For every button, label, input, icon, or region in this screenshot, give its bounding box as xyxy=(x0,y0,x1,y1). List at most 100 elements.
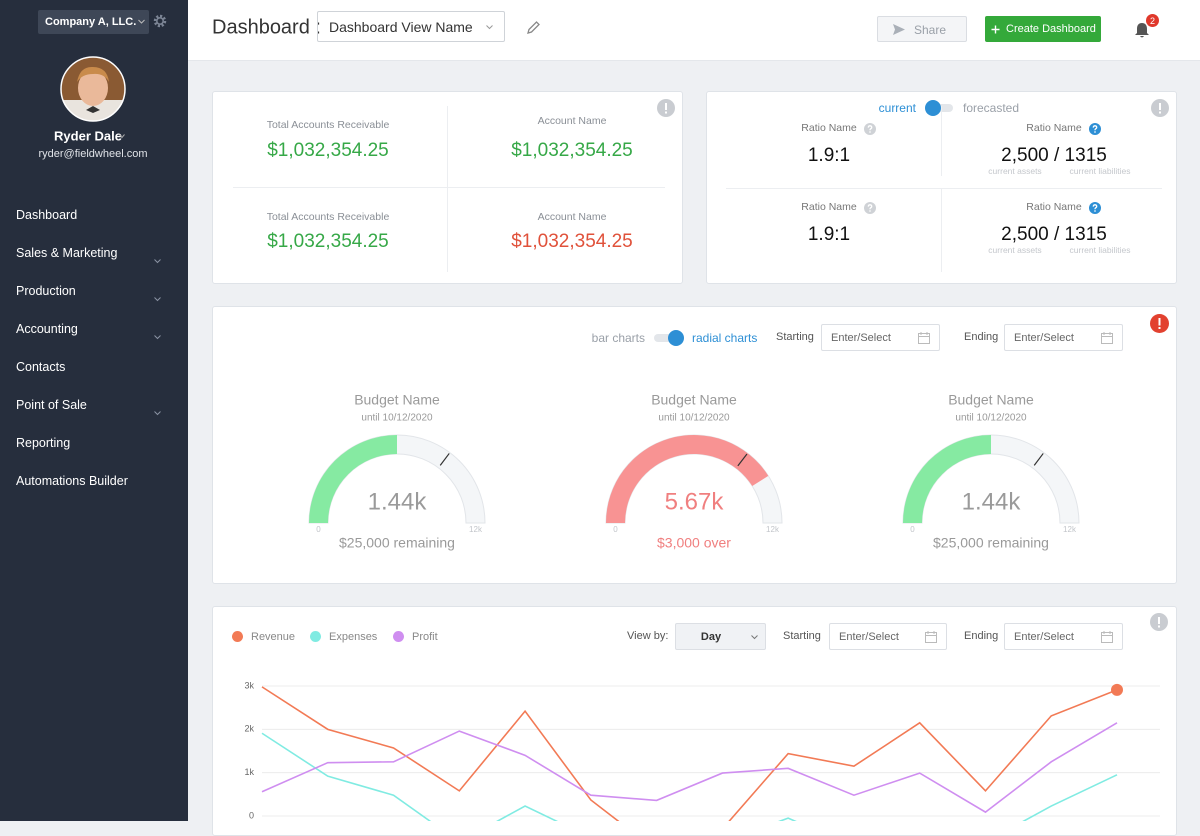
toggle-label[interactable]: bar charts xyxy=(591,331,645,345)
company-name: Company A, LLC. xyxy=(45,16,137,28)
nav-item[interactable]: Contacts xyxy=(16,360,66,374)
create-label: Create Dashboard xyxy=(1006,23,1096,35)
notification-count: 2 xyxy=(1149,15,1156,26)
send-icon xyxy=(893,24,905,35)
account-value: $1,032,354.25 xyxy=(511,231,633,252)
create-dashboard-button[interactable]: Create Dashboard xyxy=(985,16,1101,42)
ratio-value: 2,500 / 1315 xyxy=(1001,145,1107,166)
ending-label: Ending xyxy=(964,331,999,343)
company-select[interactable]: Company A, LLC. xyxy=(38,10,149,34)
view-name: Dashboard View Name xyxy=(329,19,473,35)
ratios-card: current forecasted Ratio Name 1.9:1 Ratio … xyxy=(706,91,1177,284)
settings-icon[interactable] xyxy=(152,13,168,29)
ending-input[interactable]: Enter/Select xyxy=(1004,623,1123,650)
user-name[interactable]: Ryder Dale xyxy=(54,128,122,144)
toggle-label[interactable]: radial charts xyxy=(692,331,758,345)
notification-badge: 2 xyxy=(1146,14,1159,27)
starting-input[interactable]: Enter/Select xyxy=(821,324,940,351)
legend-label[interactable]: Expenses xyxy=(329,631,378,643)
divider xyxy=(233,187,665,188)
period: Day xyxy=(700,631,722,643)
account-value: $1,032,354.25 xyxy=(267,231,389,252)
toggle-switch[interactable] xyxy=(652,328,686,348)
chevron xyxy=(486,25,493,30)
account-label: Account Name xyxy=(537,115,607,127)
placeholder: Enter/Select xyxy=(1014,631,1074,643)
divider xyxy=(941,188,942,272)
starting-label: Starting xyxy=(783,630,821,642)
ratio-label: Ratio Name xyxy=(801,122,857,134)
alert-icon[interactable] xyxy=(1150,314,1169,333)
placeholder: Enter/Select xyxy=(1014,332,1074,344)
user-email: ryder@fieldwheel.com xyxy=(38,148,148,160)
ratio-sublabel: current assets xyxy=(988,245,1042,255)
account-label: Total Accounts Receivable xyxy=(266,119,390,131)
period-select[interactable]: Day xyxy=(675,623,766,650)
calendar-icon xyxy=(1101,631,1113,643)
edit-icon[interactable] xyxy=(526,20,541,35)
ratio-value: 1.9:1 xyxy=(807,224,851,245)
share-button[interactable]: Share xyxy=(877,16,967,42)
budgets-card: bar charts radial charts Starting Enter/… xyxy=(212,306,1177,584)
account-label: Total Accounts Receivable xyxy=(266,211,390,223)
account-value: $1,032,354.25 xyxy=(267,140,389,161)
ending-label: Ending xyxy=(964,630,999,642)
legend-marker xyxy=(393,631,404,642)
starting-label: Starting xyxy=(776,331,814,343)
nav-item[interactable]: Accounting xyxy=(16,322,78,336)
account-value: $1,032,354.25 xyxy=(511,140,633,161)
chevron xyxy=(138,19,145,24)
chevron xyxy=(154,289,161,302)
divider xyxy=(941,106,942,176)
help-icon[interactable] xyxy=(864,201,876,214)
info-icon[interactable] xyxy=(1150,613,1168,631)
legend-marker xyxy=(310,631,321,642)
info-icon[interactable] xyxy=(1151,99,1169,117)
ratio-value: 2,500 / 1315 xyxy=(1001,224,1107,245)
toggle-switch[interactable] xyxy=(923,98,955,118)
header: Dashboard : Dashboard View Name Share Cr… xyxy=(188,0,1200,61)
nav-item[interactable]: Point of Sale xyxy=(16,398,87,412)
view-select[interactable]: Dashboard View Name xyxy=(317,11,505,42)
help-icon[interactable] xyxy=(1089,201,1101,214)
chevron xyxy=(154,403,161,416)
ratio-sublabel: current liabilities xyxy=(1069,166,1131,176)
calendar-icon xyxy=(918,332,930,344)
calendar-icon xyxy=(1101,332,1113,344)
nav-item[interactable]: Production xyxy=(16,284,76,298)
chevron xyxy=(154,327,161,340)
divider xyxy=(726,188,1162,189)
ratio-sublabel: current liabilities xyxy=(1069,245,1131,255)
ratio-label: Ratio Name xyxy=(801,201,857,213)
legend-label[interactable]: Revenue xyxy=(251,631,296,643)
nav-item[interactable]: Sales & Marketing xyxy=(16,246,118,260)
chevron xyxy=(154,251,161,264)
placeholder: Enter/Select xyxy=(831,332,891,344)
ending-input[interactable]: Enter/Select xyxy=(1004,324,1123,351)
nav-item[interactable]: Reporting xyxy=(16,436,71,450)
account-label: Account Name xyxy=(537,211,607,223)
bell-icon[interactable] xyxy=(1134,22,1150,39)
toggle-label[interactable]: current xyxy=(878,101,916,115)
chevron xyxy=(751,635,758,640)
legend-label[interactable]: Profit xyxy=(412,631,438,643)
page-title: Dashboard : xyxy=(212,16,321,39)
ratio-label: Ratio Name xyxy=(1026,201,1082,213)
nav-item[interactable]: Dashboard xyxy=(16,208,78,222)
placeholder: Enter/Select xyxy=(839,631,899,643)
calendar-icon xyxy=(925,631,937,643)
share-label: Share xyxy=(914,23,947,37)
legend-marker xyxy=(232,631,243,642)
help-icon[interactable] xyxy=(864,122,876,135)
ratio-sublabel: current assets xyxy=(988,166,1042,176)
help-icon[interactable] xyxy=(1089,122,1101,135)
avatar[interactable] xyxy=(60,56,126,122)
sidebar: Company A, LLC. Ryder Dale ryder@fieldwh… xyxy=(0,0,188,821)
toggle-label[interactable]: forecasted xyxy=(963,101,1020,115)
ratio-value: 1.9:1 xyxy=(807,145,851,166)
info-icon[interactable] xyxy=(657,99,675,117)
starting-input[interactable]: Enter/Select xyxy=(829,623,947,650)
ratio-label: Ratio Name xyxy=(1026,122,1082,134)
chevron xyxy=(119,134,125,139)
nav-item[interactable]: Automations Builder xyxy=(16,474,128,488)
